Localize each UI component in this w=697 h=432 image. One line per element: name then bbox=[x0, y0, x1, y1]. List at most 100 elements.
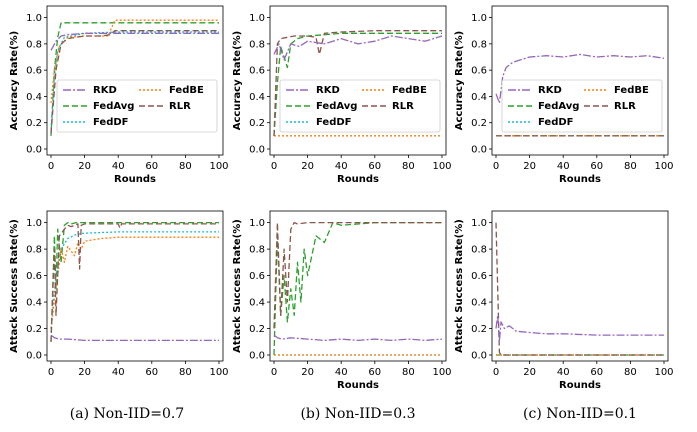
x-tick-label: 80 bbox=[179, 367, 192, 378]
series-line-fedbe bbox=[50, 19, 219, 104]
y-tick-label: 0.0 bbox=[471, 145, 487, 156]
y-axis-label: Accuracy Rate(%) bbox=[9, 31, 20, 131]
series-line-rlr bbox=[50, 30, 219, 134]
y-tick-label: 0.4 bbox=[249, 298, 265, 309]
y-tick-label: 0.8 bbox=[249, 39, 265, 50]
x-tick-label: 20 bbox=[301, 367, 314, 378]
x-tick-label: 0 bbox=[48, 367, 54, 378]
plot-frame bbox=[491, 210, 669, 362]
x-tick-label: 40 bbox=[557, 161, 570, 172]
x-axis-label: Rounds bbox=[337, 380, 379, 391]
y-tick-label: 0.4 bbox=[249, 92, 265, 103]
y-tick-label: 0.8 bbox=[249, 245, 265, 256]
panel-c-top: 0 20 40 60 80 100 0.0 0.2 0.4 0.6 0.8 1.0 Rounds Accu… bbox=[454, 5, 674, 185]
legend-label-feddf: FedDF bbox=[93, 117, 129, 128]
legend-label-rlr: RLR bbox=[392, 101, 414, 112]
series-line-fedavg bbox=[50, 221, 219, 342]
panel-c-bottom: 0 20 40 60 80 100 0.0 0.2 0.4 0.6 0.8 1.0 Rounds Atta… bbox=[454, 210, 674, 391]
legend-label-fedavg: FedAvg bbox=[316, 101, 357, 112]
y-tick-label: 0.2 bbox=[249, 324, 265, 335]
y-tick-label: 0.0 bbox=[26, 351, 42, 362]
x-tick-label: 80 bbox=[402, 161, 415, 172]
y-tick-label: 0.0 bbox=[249, 351, 265, 362]
y-tick-label: 0.8 bbox=[26, 39, 42, 50]
y-tick-label: 0.6 bbox=[471, 271, 487, 282]
legend-label-feddf: FedDF bbox=[316, 117, 352, 128]
x-tick-label: 100 bbox=[209, 161, 228, 172]
series-line-rlr bbox=[273, 221, 442, 329]
panel-b-top: 0 20 40 60 80 100 0.0 0.2 0.4 0.6 0.8 1.0 Rounds Accu… bbox=[232, 5, 452, 185]
y-axis-label: Accuracy Rate(%) bbox=[232, 31, 243, 131]
x-tick-label: 60 bbox=[590, 161, 603, 172]
y-tick-label: 0.4 bbox=[471, 92, 487, 103]
y-tick-label: 0.2 bbox=[26, 118, 42, 129]
x-tick-label: 60 bbox=[145, 367, 158, 378]
plot-frame bbox=[269, 5, 447, 156]
x-tick-label: 20 bbox=[78, 161, 91, 172]
y-tick-label: 0.4 bbox=[26, 92, 42, 103]
caption-c: (c) Non-IID=0.1 bbox=[523, 406, 637, 422]
y-tick-label: 1.0 bbox=[249, 13, 265, 24]
plot-frame bbox=[46, 5, 224, 156]
legend-label-rkd: RKD bbox=[538, 85, 562, 96]
x-tick-label: 100 bbox=[432, 161, 451, 172]
series-line-feddf bbox=[50, 31, 219, 130]
legend-box bbox=[279, 79, 441, 133]
y-tick-label: 0.8 bbox=[26, 245, 42, 256]
legend-label-feddf: FedDF bbox=[538, 117, 574, 128]
legend-label-rkd: RKD bbox=[316, 85, 340, 96]
series-line-rkd bbox=[495, 53, 665, 104]
x-tick-label: 100 bbox=[654, 161, 673, 172]
y-tick-label: 0.2 bbox=[471, 118, 487, 129]
series-line-rkd bbox=[273, 334, 443, 342]
x-axis-label: Rounds bbox=[337, 174, 379, 185]
y-tick-label: 1.0 bbox=[26, 218, 42, 229]
series-line-feddf bbox=[50, 231, 219, 329]
y-tick-label: 0.6 bbox=[249, 271, 265, 282]
series-line-fedbe bbox=[50, 236, 219, 329]
x-axis-label: Rounds bbox=[559, 174, 601, 185]
y-tick-label: 0.4 bbox=[471, 298, 487, 309]
series-line-fedavg bbox=[273, 221, 442, 356]
plot-frame bbox=[46, 210, 224, 362]
x-tick-label: 20 bbox=[78, 367, 91, 378]
x-tick-label: 0 bbox=[48, 161, 54, 172]
y-tick-label: 0.6 bbox=[471, 66, 487, 77]
series-line-rlr bbox=[50, 223, 219, 342]
y-axis-label: Attack Success Rate(%) bbox=[454, 219, 465, 353]
y-tick-label: 0.0 bbox=[249, 145, 265, 156]
x-tick-label: 0 bbox=[493, 161, 499, 172]
plot-frame bbox=[269, 210, 447, 362]
series-line-rkd bbox=[50, 32, 219, 51]
x-tick-label: 80 bbox=[179, 161, 192, 172]
series-line-rkd bbox=[273, 35, 443, 61]
x-tick-label: 40 bbox=[557, 367, 570, 378]
y-tick-label: 0.2 bbox=[471, 324, 487, 335]
legend: RKD FedBE FedAvg RLR FedDF bbox=[56, 79, 218, 133]
y-tick-label: 1.0 bbox=[26, 13, 42, 24]
legend-label-fedavg: FedAvg bbox=[93, 101, 134, 112]
x-tick-label: 40 bbox=[112, 367, 125, 378]
series-line-rkd bbox=[50, 334, 219, 342]
x-tick-label: 60 bbox=[590, 367, 603, 378]
legend-label-fedavg: FedAvg bbox=[538, 101, 579, 112]
x-axis-label: Rounds bbox=[559, 380, 601, 391]
x-tick-label: 40 bbox=[112, 161, 125, 172]
legend-label-fedbe: FedBE bbox=[392, 85, 427, 96]
legend-label-rkd: RKD bbox=[93, 85, 117, 96]
x-tick-label: 100 bbox=[654, 367, 673, 378]
y-tick-label: 0.0 bbox=[471, 351, 487, 362]
x-tick-label: 0 bbox=[271, 367, 277, 378]
y-tick-label: 0.6 bbox=[249, 66, 265, 77]
legend-label-fedbe: FedBE bbox=[169, 85, 204, 96]
plot-frame bbox=[491, 5, 669, 156]
legend-label-fedbe: FedBE bbox=[614, 85, 649, 96]
x-tick-label: 20 bbox=[301, 161, 314, 172]
y-tick-label: 0.4 bbox=[26, 298, 42, 309]
y-axis-label: Accuracy Rate(%) bbox=[454, 31, 465, 131]
x-tick-label: 20 bbox=[523, 161, 536, 172]
series-line-rlr bbox=[495, 222, 664, 356]
legend-label-rlr: RLR bbox=[614, 101, 636, 112]
x-tick-label: 60 bbox=[145, 161, 158, 172]
